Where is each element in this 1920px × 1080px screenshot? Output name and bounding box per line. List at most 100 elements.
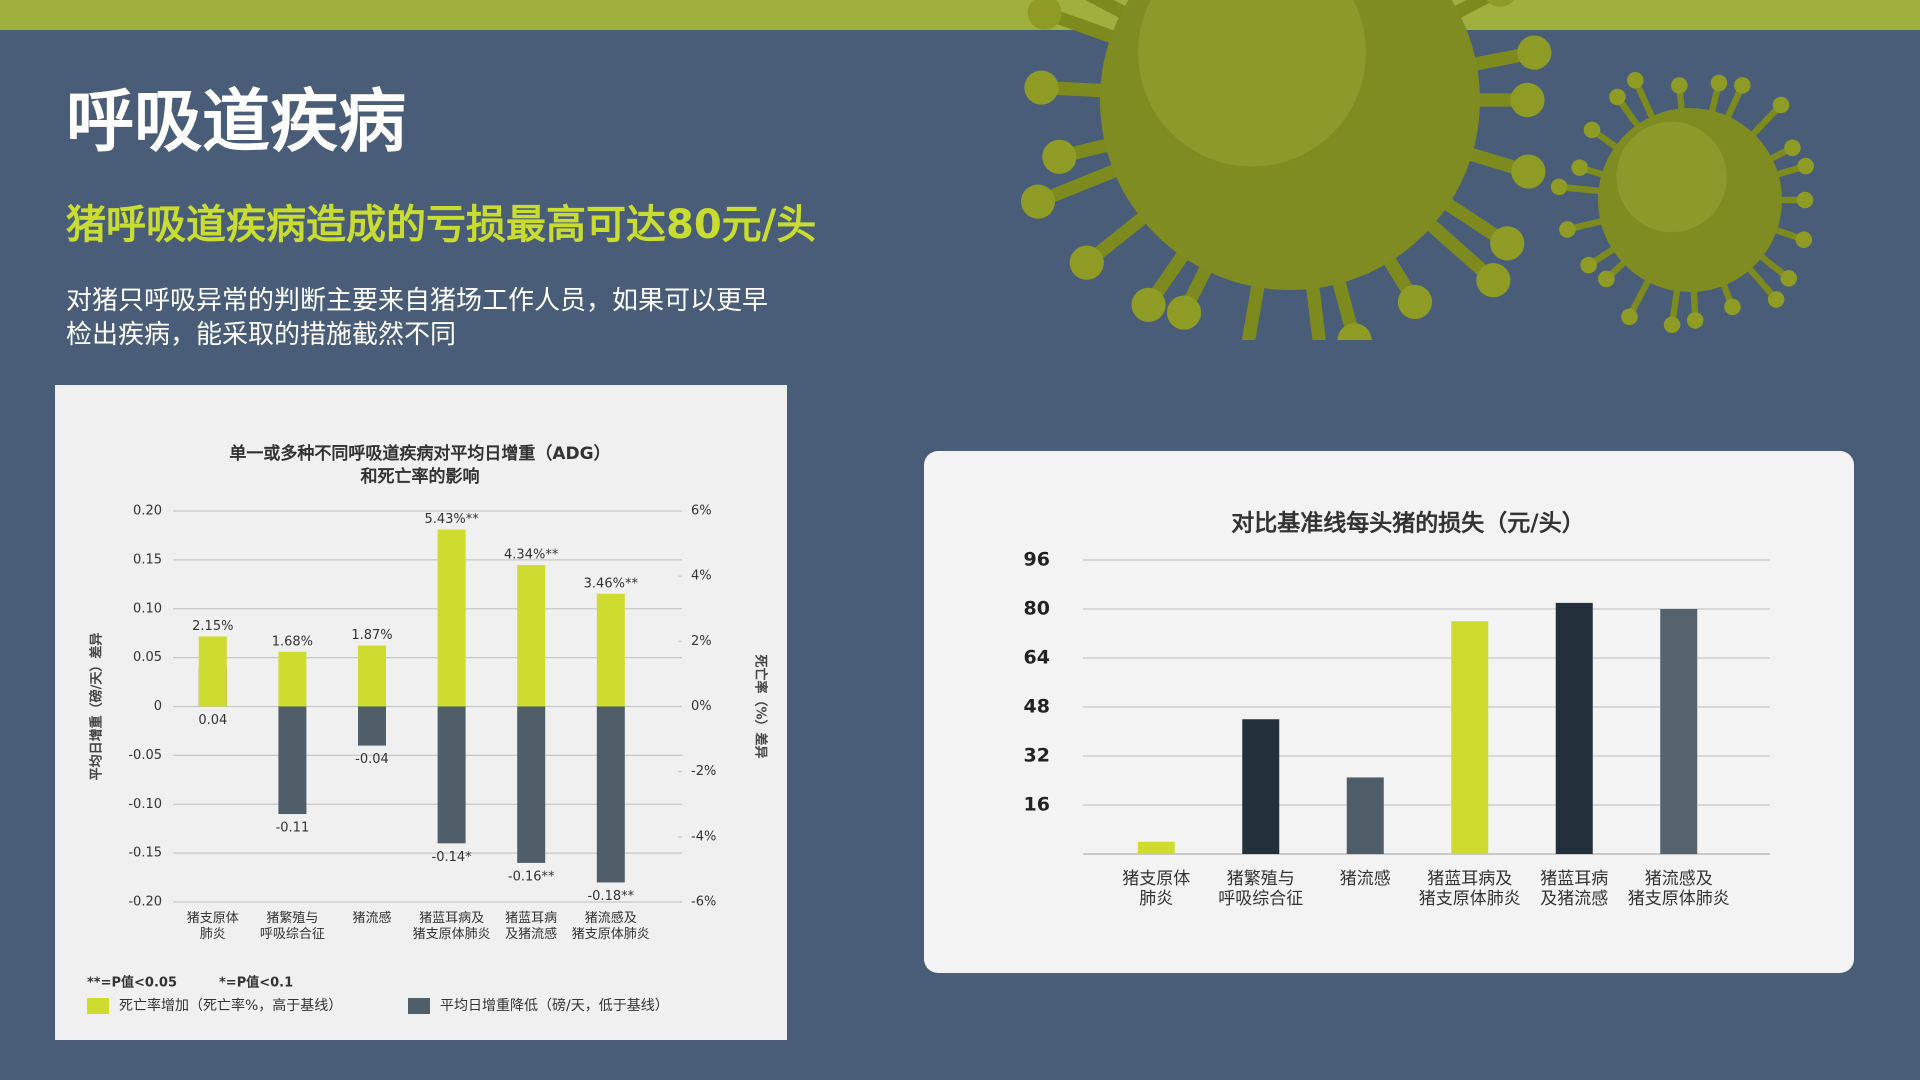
virus-knob: [1486, 0, 1514, 7]
data-label: 0.04: [198, 713, 227, 728]
y-tick-label: 96: [1024, 549, 1050, 571]
x-tick-label: 猪流感及 猪支原体肺炎: [571, 911, 650, 942]
virus-highlight: [1138, 0, 1366, 167]
note: *=P值<0.1: [219, 975, 293, 991]
virus-knob: [1772, 96, 1790, 114]
bar: [1346, 777, 1384, 854]
chart: 对比基准线每头猪的损失（元/头） 16 32 48 64 80 96: [1024, 510, 1770, 855]
y2-tick-label: -6%: [691, 895, 716, 910]
y-tick-label: 0.15: [133, 552, 162, 567]
virus-knob: [1710, 74, 1728, 92]
x-tick-label: 猪繁殖与 呼吸综合征: [1218, 869, 1304, 910]
virus-knob: [1724, 298, 1741, 316]
slide-title: 呼吸道疾病: [66, 83, 407, 162]
virus-knob: [1337, 323, 1372, 340]
data-label: 1.68%: [272, 634, 313, 649]
chart-panel: 对比基准线每头猪的损失（元/头） 16 32 48 64 80 96 猪支原体 肺炎 猪繁殖与 …: [924, 451, 1854, 973]
bar: [1451, 621, 1489, 854]
legend-swatch: [87, 998, 109, 1014]
y-tick-label: 0.05: [133, 650, 162, 665]
x-tick-label: 猪蓝耳病 及猪流感: [505, 911, 558, 942]
y-tick-label: -0.10: [128, 797, 162, 812]
virus-knob: [1517, 35, 1552, 70]
y-tick-label: 64: [1024, 647, 1050, 669]
virus-knob: [1559, 221, 1576, 238]
virus-knob: [1571, 159, 1588, 176]
virus-knob: [1510, 82, 1545, 118]
chart-title: 对比基准线每头猪的损失（元/头）: [1231, 510, 1584, 537]
data-label: 4.34%**: [504, 548, 559, 563]
virus-knob: [1767, 291, 1785, 308]
virus-knob: [1784, 139, 1801, 157]
virus-knob: [1069, 245, 1104, 280]
data-label: 1.87%: [351, 628, 392, 643]
x-tick-label: 猪蓝耳病及 猪支原体肺炎: [412, 911, 491, 942]
y-tick-label: -0.15: [128, 846, 162, 861]
virus-knob: [1780, 270, 1797, 287]
bar: [596, 593, 625, 707]
bar: [596, 706, 625, 883]
virus-knob: [1609, 88, 1626, 106]
y-tick-label: 32: [1024, 745, 1050, 767]
slide-body: 对猪只呼吸异常的判断主要来自猪场工作人员，如果可以更早 检出疾病，能采取的措施截…: [66, 286, 769, 350]
y-tick-label: 0.10: [133, 601, 162, 616]
virus-knob: [1511, 154, 1546, 189]
virus-knob: [1024, 70, 1059, 105]
bar: [358, 645, 386, 707]
virus-knob: [1663, 316, 1681, 334]
x-tick-label: 猪蓝耳病及 猪支原体肺炎: [1418, 869, 1521, 910]
x-tick-label: 猪流感: [352, 911, 392, 926]
virus-highlight: [1616, 121, 1727, 233]
x-tick-label: 猪蓝耳病 及猪流感: [1540, 869, 1609, 910]
virus-knob: [1042, 139, 1077, 174]
y-tick-label: 48: [1024, 696, 1050, 718]
bar: [278, 651, 307, 707]
virus-knob: [1734, 77, 1751, 94]
data-label: -0.18**: [587, 889, 634, 904]
virus-knob: [1166, 295, 1202, 330]
virus-knob: [1476, 263, 1511, 298]
y2-tick-label: -2%: [691, 764, 716, 779]
virus-knob: [1580, 256, 1597, 274]
slide-subtitle: 猪呼吸道疾病造成的亏损最高可达80元/头: [66, 202, 817, 248]
data-label: -0.11: [276, 821, 310, 836]
bar: [278, 706, 307, 815]
y2-tick-label: 0%: [691, 699, 712, 714]
x-tick-label: 猪流感及 猪支原体肺炎: [1627, 869, 1730, 910]
data-label: 2.15%: [192, 619, 233, 634]
virus-knob: [1671, 77, 1688, 94]
x-tick-label: 猪支原体 肺炎: [186, 911, 239, 942]
y2-tick-label: 2%: [691, 634, 712, 649]
y2-tick-label: -4%: [691, 829, 716, 844]
virus-knob: [1583, 121, 1601, 139]
bar: [437, 706, 466, 844]
bar: [1555, 602, 1593, 854]
y-tick-label: -0.05: [128, 748, 162, 763]
chart-title: 单一或多种不同呼吸道疾病对平均日增重（ADG）: [229, 443, 610, 464]
virus-knob: [1490, 226, 1525, 261]
note: **=P值<0.05: [87, 975, 177, 991]
bar: [198, 636, 227, 707]
bar: [1242, 719, 1280, 854]
virus-knob: [1796, 191, 1814, 209]
virus-knob: [1397, 284, 1433, 320]
virus-knob: [1621, 308, 1638, 326]
y-tick-label: -0.20: [128, 895, 162, 910]
data-label: -0.14*: [432, 850, 473, 865]
data-label: 5.43%**: [424, 512, 479, 527]
bar: [1137, 841, 1175, 854]
virus-knob: [1797, 157, 1814, 175]
y-tick-label: 0: [154, 699, 162, 714]
chart-panel: 单一或多种不同呼吸道疾病对平均日增重（ADG） 和死亡率的影响 -0.20 -0.15…: [55, 385, 787, 1040]
virus-knob: [1795, 231, 1813, 248]
chart-title: 和死亡率的影响: [361, 466, 480, 487]
legend-label: 平均日增重降低（磅/天，低于基线）: [440, 997, 669, 1014]
x-tick-label: 猪流感: [1339, 869, 1391, 889]
top-bar: [0, 0, 1920, 30]
virus-knob: [1131, 287, 1166, 322]
bar: [517, 706, 546, 863]
y2-tick-label: 4%: [691, 569, 712, 584]
y-tick-label: 0.20: [133, 504, 162, 519]
bar: [1660, 609, 1698, 854]
